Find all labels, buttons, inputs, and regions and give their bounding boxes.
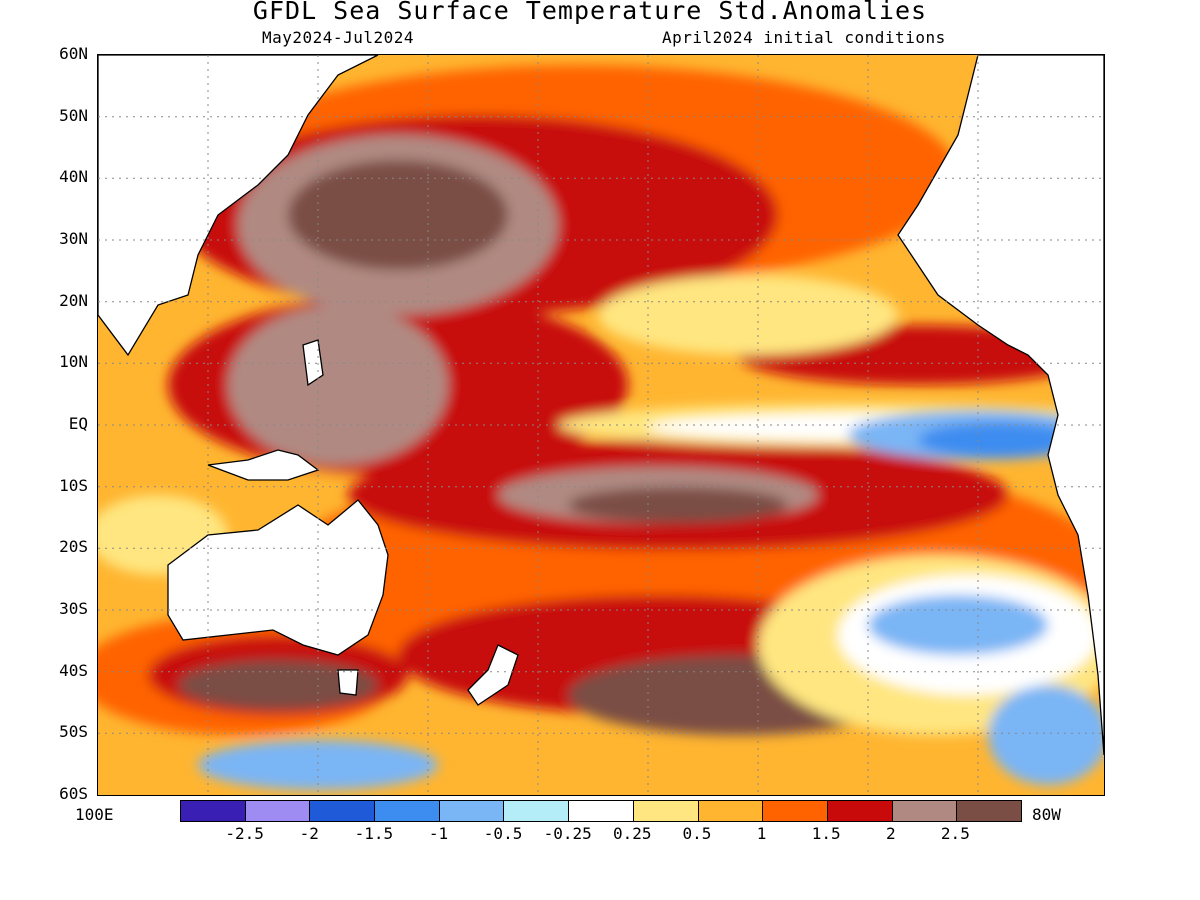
anomaly-map [97, 54, 1105, 796]
latitude-label: 60N [59, 44, 88, 63]
legend-swatch [763, 801, 828, 821]
legend-tick-label: -2 [299, 824, 319, 843]
forecast-period: May2024-Jul2024 [262, 28, 414, 47]
tasmania [337, 669, 359, 696]
latitude-label: 20N [59, 290, 88, 310]
legend-swatch [439, 801, 505, 821]
legend-swatch [957, 801, 1021, 821]
latitude-label: 10S [59, 475, 88, 495]
americas [897, 55, 1104, 756]
legend-tick-label: -2.5 [225, 824, 264, 843]
latitude-label: 30S [59, 599, 88, 618]
longitude-label-left: 100E [75, 805, 114, 824]
legend-tick-label: 2 [885, 824, 896, 843]
asia [98, 55, 379, 357]
legend-tick-label: 1.5 [811, 824, 841, 843]
legend-tick-label: 0.5 [682, 824, 712, 843]
longitude-label-right: 80W [1032, 805, 1061, 824]
legend-tick-label: -1 [428, 824, 449, 843]
legend-swatch [698, 801, 764, 821]
landmasses [98, 55, 1104, 756]
legend-tick-label: -0.5 [483, 824, 523, 843]
legend-tick-label: 2.5 [940, 824, 970, 843]
legend-swatch [827, 801, 893, 821]
latitude-label: 40S [59, 660, 88, 680]
new-zealand [467, 644, 519, 706]
legend-swatch [181, 801, 246, 821]
legend-swatch [504, 801, 570, 821]
graticule [98, 55, 1104, 795]
latitude-label: 30N [59, 229, 88, 248]
legend-swatch [569, 801, 634, 821]
legend-swatch [310, 801, 376, 821]
legend-tick-label: 0.25 [613, 824, 652, 843]
latitude-label: 40N [59, 167, 88, 187]
indonesia [207, 449, 320, 481]
legend-swatch [375, 801, 440, 821]
latitude-label: 50N [59, 105, 88, 125]
latitude-label: 20S [59, 537, 88, 557]
color-legend [180, 800, 1022, 822]
latitude-label: EQ [68, 414, 88, 433]
legend-tick-label: 1 [756, 824, 767, 843]
anomaly-map-canvas [98, 55, 1104, 795]
maritime-continent-anomaly [228, 305, 448, 465]
map-title: GFDL Sea Surface Temperature Std.Anomali… [252, 0, 928, 25]
legend-tick-label: -1.5 [354, 824, 394, 843]
australia [167, 499, 389, 656]
legend-swatch [633, 801, 699, 821]
legend-swatch [892, 801, 958, 821]
initial-conditions: April2024 initial conditions [662, 28, 946, 47]
latitude-label: 50S [59, 722, 88, 742]
philippines [302, 339, 324, 387]
latitude-label: 60S [59, 784, 88, 803]
legend-swatch [245, 801, 311, 821]
legend-tick-label: -0.25 [543, 824, 592, 843]
latitude-label: 10N [59, 352, 88, 372]
